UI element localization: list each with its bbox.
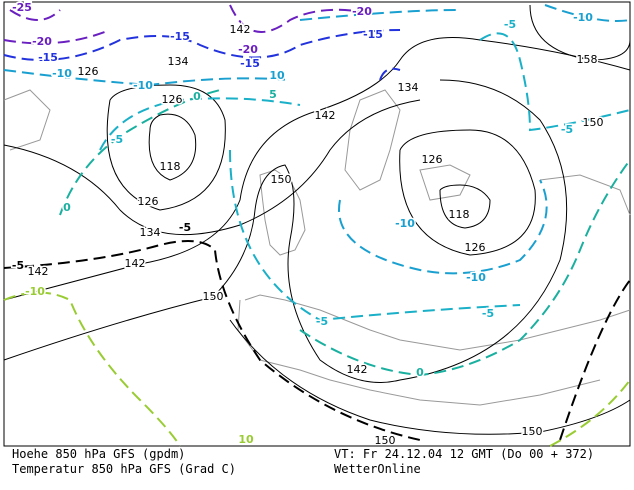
temperature-label: -10: [466, 271, 486, 284]
temperature-label: -10: [25, 285, 45, 298]
height-label: 142: [230, 23, 251, 36]
height-label: 134: [140, 226, 161, 239]
footer-left: Hoehe 850 hPa GFS (gpdm) Temperatur 850 …: [12, 447, 236, 477]
footer-line: Hoehe 850 hPa GFS (gpdm): [12, 447, 186, 461]
temperature-label: -10: [133, 79, 153, 92]
height-label: 142: [315, 109, 336, 122]
temperature-contour: [3, 4, 363, 45]
height-contour: [529, 4, 631, 61]
temperature-label: 10: [269, 69, 285, 82]
footer-line: WetterOnline: [334, 462, 421, 476]
height-label: 150: [375, 434, 396, 447]
temperature-label: -5: [12, 259, 24, 272]
footer-line: Temperatur 850 hPa GFS (Grad C): [12, 462, 236, 476]
temperature-label: 10: [238, 433, 254, 446]
height-contour: [229, 319, 631, 435]
temperature-label: -10: [52, 67, 72, 80]
temperature-labels: -25-20-20-20-15-15-15-15-10-10-10-10-10-…: [10, 0, 594, 448]
temperature-label: -5: [111, 133, 123, 146]
temperature-label: 0: [193, 90, 201, 103]
temperature-contour: [3, 240, 631, 441]
temperature-contour: [99, 32, 631, 322]
temperature-label: -20: [238, 43, 258, 56]
temperature-contour: [9, 9, 61, 21]
height-label: 150: [203, 290, 224, 303]
temperature-label: -5: [179, 221, 191, 234]
temperature-label: -15: [38, 51, 58, 64]
height-label: 134: [168, 55, 189, 68]
temperature-contour: [3, 291, 631, 447]
temperature-label: -20: [32, 35, 52, 48]
height-label: 118: [449, 208, 470, 221]
temperature-label: -15: [240, 57, 260, 70]
height-label: 150: [271, 173, 292, 186]
footer-line: VT: Fr 24.12.04 12 GMT (Do 00 + 372): [334, 447, 595, 461]
height-contour: [3, 79, 568, 383]
height-label: 134: [398, 81, 419, 94]
height-labels: 142 134 126 126 118 126 134 142 142 150 142 150 150 1…: [26, 22, 605, 449]
coastline: [344, 89, 401, 191]
height-contour: [3, 37, 631, 301]
temperature-label: -15: [170, 30, 190, 43]
coastline: [259, 169, 306, 256]
coastline: [539, 174, 631, 216]
height-label: 126: [162, 93, 183, 106]
coastline: [244, 294, 631, 351]
height-label: 126: [138, 195, 159, 208]
coastline: [3, 89, 51, 151]
temperature-contour: [3, 29, 401, 81]
height-label: 150: [583, 116, 604, 129]
height-contour: [439, 184, 491, 229]
height-label: 118: [160, 160, 181, 173]
temperature-contour: [3, 4, 631, 275]
temperature-label: 0: [416, 366, 424, 379]
height-label: 142: [125, 257, 146, 270]
temperature-label: -15: [363, 28, 383, 41]
temperature-label: -5: [482, 307, 494, 320]
height-contour: [148, 113, 197, 181]
height-label: 142: [347, 363, 368, 376]
height-label: 126: [422, 153, 443, 166]
temperature-label: -5: [561, 123, 573, 136]
height-label: 150: [522, 425, 543, 438]
temperature-label: -25: [12, 1, 32, 14]
temperature-label: 5: [269, 88, 277, 101]
temperature-contours: [3, 4, 631, 447]
coastlines: [3, 89, 631, 406]
temperature-label: -10: [395, 217, 415, 230]
temperature-label: -5: [316, 315, 328, 328]
temperature-label: -5: [504, 18, 516, 31]
temperature-label: -20: [352, 5, 372, 18]
coastline: [237, 299, 601, 406]
height-label: 126: [78, 65, 99, 78]
map-frame: [3, 1, 631, 447]
height-label: 142: [28, 265, 49, 278]
temperature-contour: [59, 89, 631, 377]
height-label: 126: [465, 241, 486, 254]
height-contour: [399, 129, 536, 256]
height-label: 158: [577, 53, 598, 66]
temperature-label: -10: [573, 11, 593, 24]
height-contour: [106, 84, 226, 211]
temperature-label: 0: [63, 201, 71, 214]
footer-right: VT: Fr 24.12.04 12 GMT (Do 00 + 372) Wet…: [334, 447, 594, 477]
